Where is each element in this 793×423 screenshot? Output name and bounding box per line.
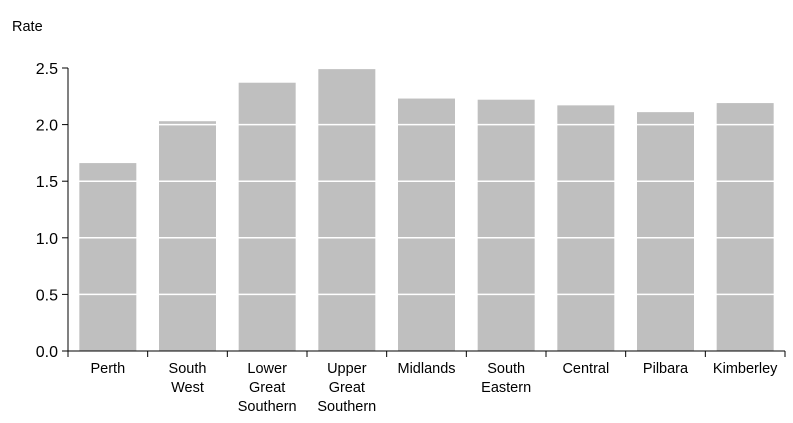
x-category-label-8: Pilbara xyxy=(643,361,689,377)
y-axis-label: Rate xyxy=(12,19,43,35)
x-category-label-line: Perth xyxy=(90,361,125,377)
x-category-label-line: South xyxy=(487,361,525,377)
x-category-label-7: Central xyxy=(562,361,609,377)
x-category-label-line: Lower xyxy=(247,361,287,377)
bar-2 xyxy=(159,121,216,351)
bar-5 xyxy=(398,98,455,351)
x-category-label-2: South West xyxy=(169,361,207,396)
x-category-label-1: Perth xyxy=(90,361,125,377)
bar-4 xyxy=(318,69,376,351)
x-category-label-9: Kimberley xyxy=(713,361,778,377)
y-tick-label: 1.5 xyxy=(36,174,58,191)
y-tick-label: 2.5 xyxy=(36,61,58,78)
bars-group xyxy=(79,69,774,352)
x-category-label-line: Kimberley xyxy=(713,361,778,377)
x-category-label-line: Great xyxy=(249,380,285,396)
bar-8 xyxy=(637,112,694,352)
x-category-label-6: South Eastern xyxy=(481,361,531,396)
y-axis: 0.0 0.5 1.0 1.5 2.0 2.5 xyxy=(36,61,69,361)
x-category-label-line: Southern xyxy=(317,399,376,415)
x-category-label-line: Midlands xyxy=(397,361,455,377)
x-category-label-line: Eastern xyxy=(481,380,531,396)
y-tick-label: 1.0 xyxy=(36,231,58,248)
bar-3 xyxy=(238,82,296,351)
bar-6 xyxy=(477,99,535,351)
x-axis: Perth South West Lower Great Southern Upper Gre… xyxy=(67,350,786,415)
y-tick-label: 0.5 xyxy=(36,287,58,304)
x-category-label-line: Pilbara xyxy=(643,361,689,377)
gridlines-group xyxy=(68,67,785,296)
x-category-label-5: Midlands xyxy=(397,361,455,377)
x-category-label-line: Central xyxy=(562,361,609,377)
bar-1 xyxy=(79,163,137,351)
x-category-label-3: Lower Great Southern xyxy=(238,361,297,415)
y-tick-label: 2.0 xyxy=(36,118,58,135)
bar-7 xyxy=(557,105,615,351)
x-category-label-line: South xyxy=(169,361,207,377)
x-category-label-4: Upper Great Southern xyxy=(317,361,376,415)
x-category-label-line: Upper xyxy=(327,361,367,377)
x-category-label-line: West xyxy=(171,380,204,396)
x-category-label-line: Great xyxy=(329,380,365,396)
x-category-label-line: Southern xyxy=(238,399,297,415)
bar-9 xyxy=(716,103,774,351)
y-tick-label: 0.0 xyxy=(36,344,58,361)
